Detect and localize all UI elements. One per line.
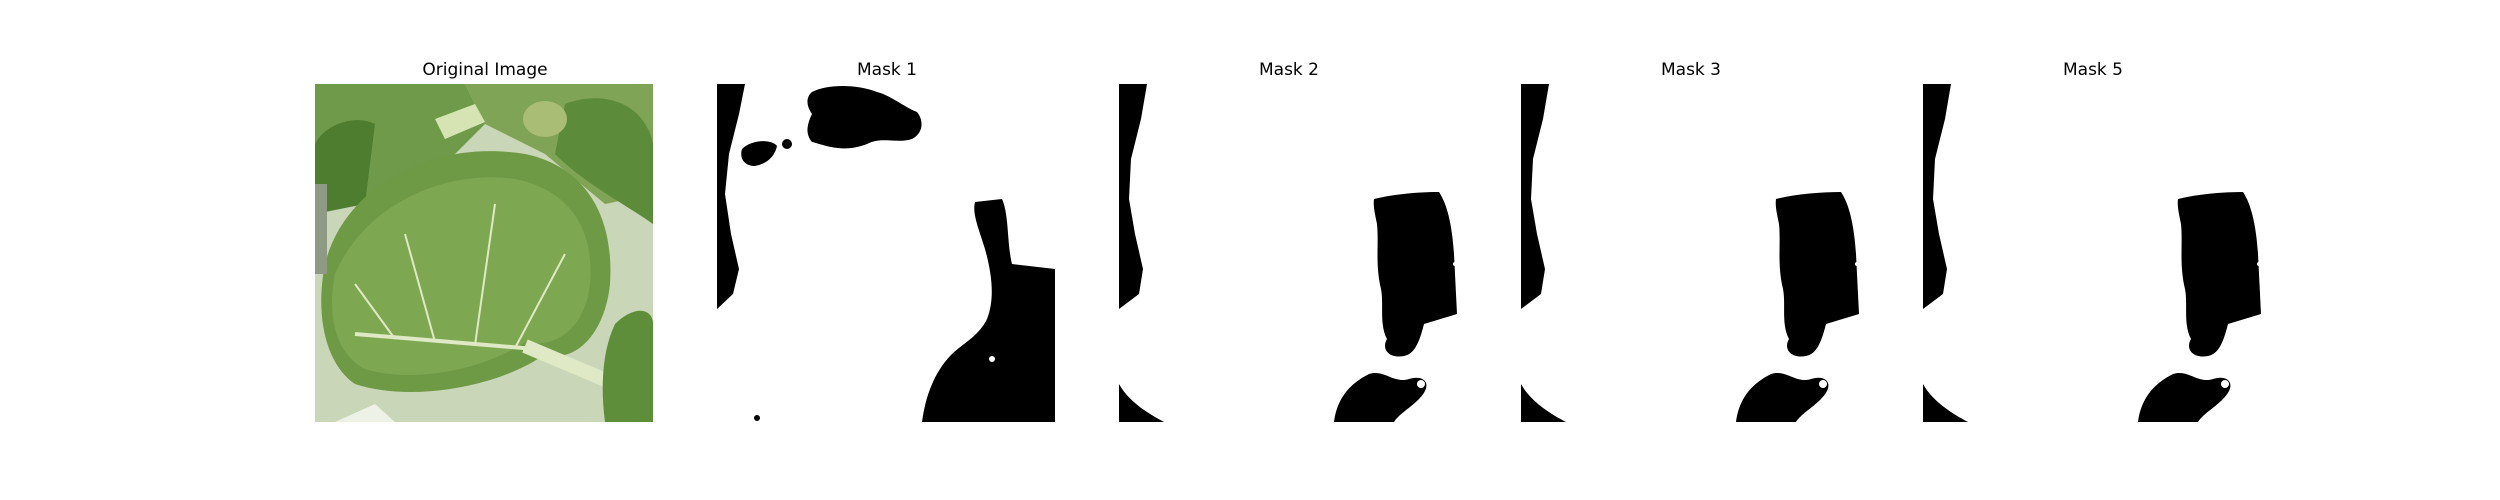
mask-3-shape [1521, 84, 1859, 422]
panel-title: Mask 2 [1258, 60, 1319, 80]
mask-3-image [1521, 84, 1859, 422]
mask-5-image [1923, 84, 2261, 422]
original-leaf-photo [315, 84, 653, 422]
mask-5-shape [1923, 84, 2261, 422]
panel-title: Mask 1 [856, 60, 917, 80]
mask-2-shape [1119, 84, 1457, 422]
panel-title: Mask 5 [2062, 60, 2123, 80]
mask-1-image [717, 84, 1055, 422]
mask-1-shape [717, 84, 1055, 422]
panel-title: Original Image [422, 60, 548, 80]
leaf-crop-icon [315, 84, 653, 422]
mask-2-image [1119, 84, 1457, 422]
panel-title: Mask 3 [1660, 60, 1721, 80]
